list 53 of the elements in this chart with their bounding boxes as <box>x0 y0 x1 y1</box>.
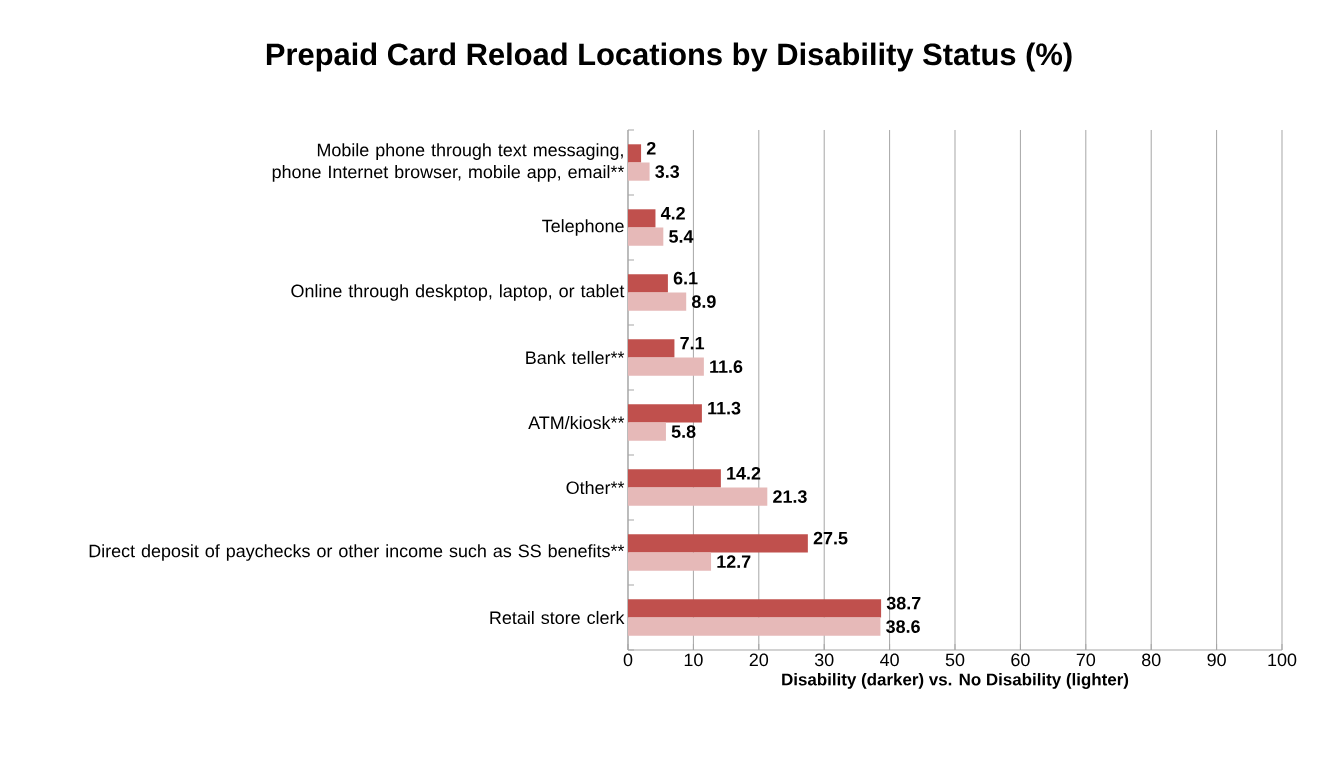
chart-title: Prepaid Card Reload Locations by Disability Status (%) <box>266 42 1072 72</box>
x-axis-title: Disability (darker) vs. No Disability (lighter) <box>782 673 1129 689</box>
bar <box>628 162 650 181</box>
bar <box>628 339 675 358</box>
data-label: 27.5 <box>813 531 848 545</box>
data-label: 21.3 <box>773 490 807 503</box>
data-label: 8.9 <box>691 295 716 308</box>
bar <box>628 487 768 506</box>
bar <box>628 534 808 553</box>
x-tick-label: 0 <box>623 653 633 667</box>
data-label: 11.3 <box>708 401 741 415</box>
y-tick-label: Telephone <box>542 219 624 236</box>
x-tick-label: 10 <box>684 653 703 667</box>
y-tick-label: Other** <box>566 480 625 495</box>
x-tick-label: 70 <box>1076 653 1096 667</box>
bar <box>628 404 702 423</box>
data-label: 2 <box>646 141 656 155</box>
x-tick-label: 20 <box>749 653 769 667</box>
y-tick-label: Retail store clerk <box>490 610 625 625</box>
y-tick-label: Bank teller** <box>526 350 625 365</box>
x-tick-label: 90 <box>1207 653 1226 667</box>
bar <box>628 292 687 311</box>
x-tick-label: 60 <box>1011 653 1030 667</box>
x-tick-label: 100 <box>1268 653 1297 667</box>
y-tick-label: Mobile phone through text messaging, phone Internet browser, mobile app, email** <box>272 143 625 182</box>
bar <box>628 144 642 163</box>
data-label: 3.3 <box>655 165 680 178</box>
data-label: 6.1 <box>673 271 698 285</box>
bar <box>628 552 712 571</box>
data-label: 7.1 <box>680 337 705 350</box>
data-label: 12.7 <box>717 555 751 568</box>
y-tick-label: ATM/kiosk** <box>528 415 625 430</box>
data-label: 5.4 <box>669 230 694 243</box>
x-tick-label: 30 <box>814 653 834 667</box>
bar <box>628 617 881 636</box>
y-tick-label: Direct deposit of paychecks or other income such as SS benefits** <box>89 544 625 561</box>
data-label: 38.7 <box>886 596 921 610</box>
x-tick-label: 80 <box>1142 653 1161 667</box>
bar <box>628 469 721 488</box>
bar <box>628 422 666 441</box>
bar <box>628 274 668 293</box>
x-tick-label: 50 <box>945 653 965 667</box>
data-label: 38.6 <box>886 620 920 633</box>
bar <box>628 209 656 228</box>
bar <box>628 599 882 618</box>
data-label: 11.6 <box>710 360 743 373</box>
data-label: 14.2 <box>727 466 761 480</box>
bar <box>628 357 704 376</box>
data-label: 5.8 <box>671 425 696 438</box>
y-tick-label: Online through deskptop, laptop, or tablet <box>291 284 625 301</box>
x-tick-label: 40 <box>880 653 899 667</box>
bar <box>628 227 664 246</box>
data-label: 4.2 <box>660 206 685 220</box>
